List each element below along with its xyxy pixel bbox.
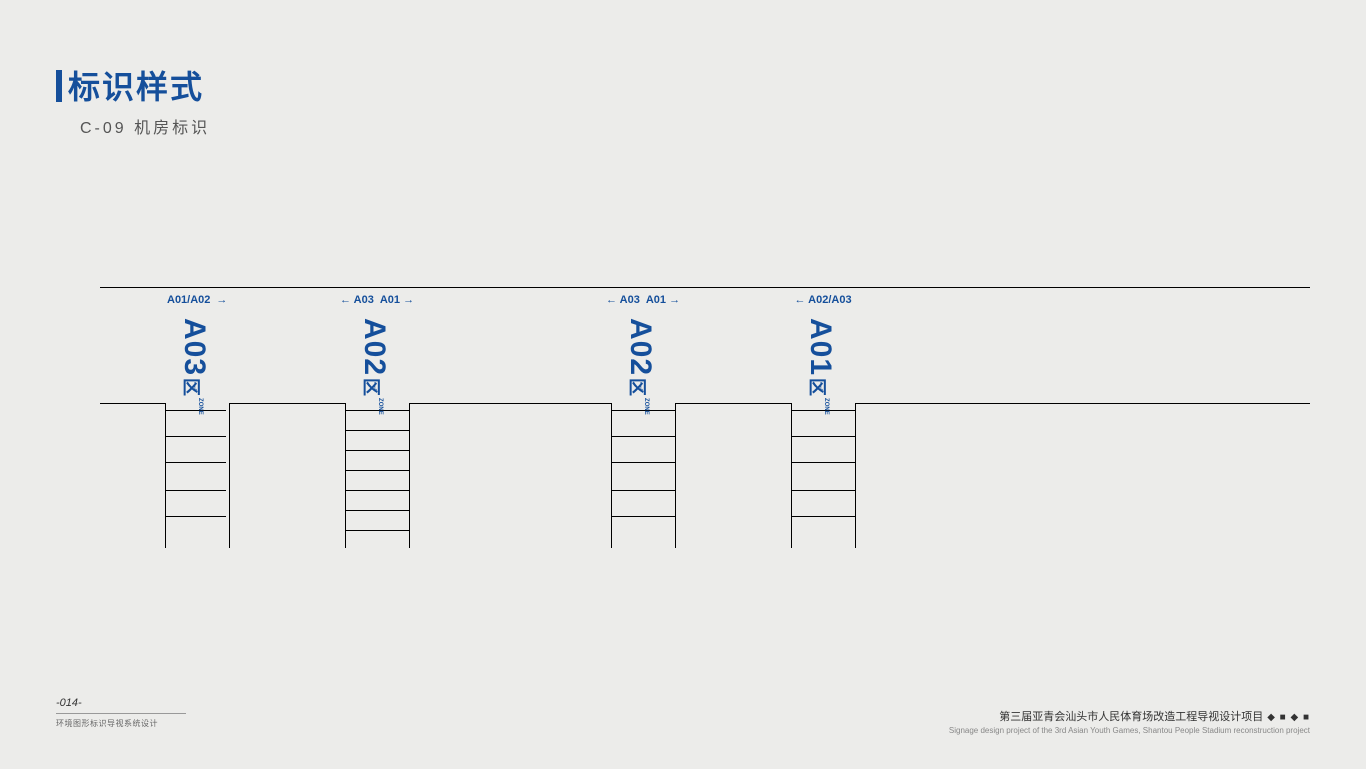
footer-deco-icons: ◆ ■ ◆ ■ xyxy=(1267,712,1310,723)
zone-label: A03区ZONE xyxy=(177,318,211,415)
shelf-arm xyxy=(345,430,409,431)
mid-rail-seg xyxy=(675,403,791,404)
corridor-wall-left xyxy=(611,403,612,548)
corridor-wall-right xyxy=(675,403,676,548)
corridor-wall-right xyxy=(229,403,230,548)
shelf-arm xyxy=(345,510,409,511)
shelf-arm xyxy=(611,516,675,517)
down-arrow-icon: ↓ xyxy=(191,378,199,396)
shelf-arm xyxy=(165,516,225,517)
corridor-wall-right xyxy=(855,403,856,548)
shelf-arm xyxy=(165,462,225,463)
shelf-end xyxy=(225,462,226,463)
shelf-arm xyxy=(611,490,675,491)
footer-left-caption: 环境图形标识导视系统设计 xyxy=(56,718,186,729)
corridor-wall-right xyxy=(409,403,410,548)
mid-rail-seg xyxy=(229,403,345,404)
footer-page-number: -014- xyxy=(56,697,186,709)
corridor-wall-left xyxy=(345,403,346,548)
down-arrow-icon: ↓ xyxy=(817,378,825,396)
shelf-end xyxy=(225,410,226,411)
mid-rail-seg xyxy=(100,403,165,404)
footer-right-cn-text: 第三届亚青会汕头市人民体育场改造工程导视设计项目 xyxy=(999,711,1263,723)
direction-label: ← A03A01 → xyxy=(337,294,417,306)
zone-label: A01区ZONE xyxy=(803,318,837,415)
shelf-arm xyxy=(791,462,855,463)
direction-label: ← A02/A03 xyxy=(792,294,855,306)
footer-rule xyxy=(56,713,186,714)
shelf-arm xyxy=(791,516,855,517)
shelf-arm xyxy=(165,436,225,437)
shelf-end xyxy=(225,436,226,437)
shelf-arm xyxy=(791,490,855,491)
zone-label: A02区ZONE xyxy=(357,318,391,415)
direction-label: A01/A02→ xyxy=(164,294,230,306)
down-arrow-icon: ↓ xyxy=(637,378,645,396)
zone-label: A02区ZONE xyxy=(623,318,657,415)
diagram-canvas: A01/A02→A03区ZONE↓← A03A01 →A02区ZONE↓← A0… xyxy=(0,0,1366,769)
shelf-arm xyxy=(791,436,855,437)
footer-right-en: Signage design project of the 3rd Asian … xyxy=(949,726,1310,735)
corridor-wall-left xyxy=(791,403,792,548)
direction-label: ← A03A01 → xyxy=(603,294,683,306)
shelf-arm xyxy=(611,462,675,463)
down-arrow-icon: ↓ xyxy=(371,378,379,396)
footer-right: 第三届亚青会汕头市人民体育场改造工程导视设计项目 ◆ ■ ◆ ■ Signage … xyxy=(949,708,1310,735)
shelf-arm xyxy=(345,530,409,531)
footer-right-cn: 第三届亚青会汕头市人民体育场改造工程导视设计项目 ◆ ■ ◆ ■ xyxy=(949,708,1310,724)
mid-rail-seg xyxy=(409,403,611,404)
mid-rail-seg xyxy=(855,403,1310,404)
shelf-arm xyxy=(345,490,409,491)
footer-left: -014- 环境图形标识导视系统设计 xyxy=(56,697,186,729)
shelf-arm xyxy=(165,490,225,491)
shelf-arm xyxy=(345,470,409,471)
page: 标识样式 C-09 机房标识 A01/A02→A03区ZONE↓← A03A01… xyxy=(0,0,1366,769)
shelf-end xyxy=(225,490,226,491)
top-rail xyxy=(100,287,1310,288)
shelf-arm xyxy=(345,450,409,451)
shelf-arm xyxy=(611,436,675,437)
shelf-end xyxy=(225,516,226,517)
corridor-wall-left xyxy=(165,403,166,548)
